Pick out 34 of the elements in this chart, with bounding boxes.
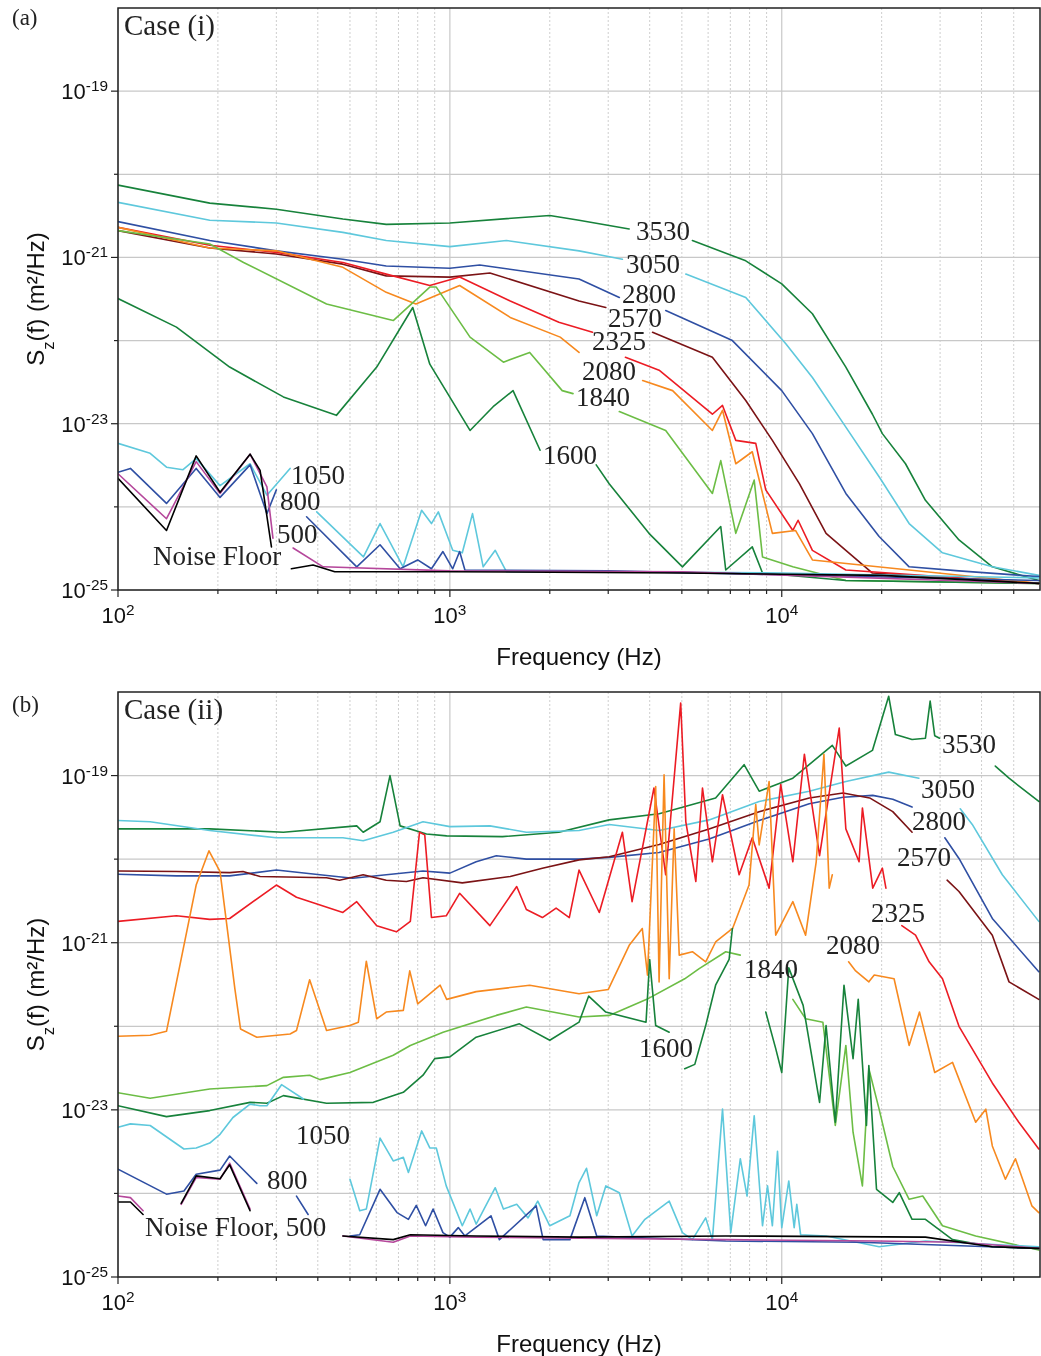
series-label: 3530 <box>942 729 996 759</box>
series-label: 1840 <box>744 954 798 984</box>
series-label: 500 <box>277 519 318 549</box>
series-label: 800 <box>267 1165 308 1195</box>
series-label: 1050 <box>296 1120 350 1150</box>
y-tick-label: 10$^{-25}$ <box>61 1262 108 1290</box>
series-label: 2800 <box>912 806 966 836</box>
x-tick-label: 10$^{4}$ <box>765 1287 799 1315</box>
annotation: Noise Floor, 500 <box>145 1212 327 1242</box>
x-tick-label: 10$^{2}$ <box>101 600 135 628</box>
series-label: 3050 <box>626 249 680 279</box>
x-axis-title: Frequency (Hz) <box>496 643 662 670</box>
series-label: 3050 <box>921 774 975 804</box>
text: (b) <box>12 692 39 717</box>
series-label: 2080 <box>826 930 880 960</box>
y-tick-label: 10$^{-23}$ <box>61 409 108 437</box>
x-tick-label: 10$^{2}$ <box>101 1287 135 1315</box>
y-tick-label: 10$^{-25}$ <box>61 575 108 603</box>
series-label: 1600 <box>543 440 597 470</box>
x-tick-label: 10$^{4}$ <box>765 600 799 628</box>
y-tick-label: 10$^{-21}$ <box>61 928 108 956</box>
y-tick-label: 10$^{-19}$ <box>61 76 108 105</box>
x-tick-label: 10$^{3}$ <box>433 1287 467 1315</box>
y-tick-label: 10$^{-19}$ <box>61 761 108 789</box>
text: (a) <box>12 5 38 30</box>
chart-title: Case (ii) <box>124 693 224 726</box>
x-tick-label: 10$^{3}$ <box>433 600 467 628</box>
series-label: 3530 <box>636 216 690 246</box>
series-label: 1600 <box>639 1033 693 1063</box>
series-label: 2570 <box>897 842 951 872</box>
series-label: 2325 <box>871 898 925 928</box>
y-tick-label: 10$^{-21}$ <box>61 242 108 271</box>
chart-title: Case (i) <box>124 9 215 42</box>
y-tick-label: 10$^{-23}$ <box>61 1095 108 1123</box>
